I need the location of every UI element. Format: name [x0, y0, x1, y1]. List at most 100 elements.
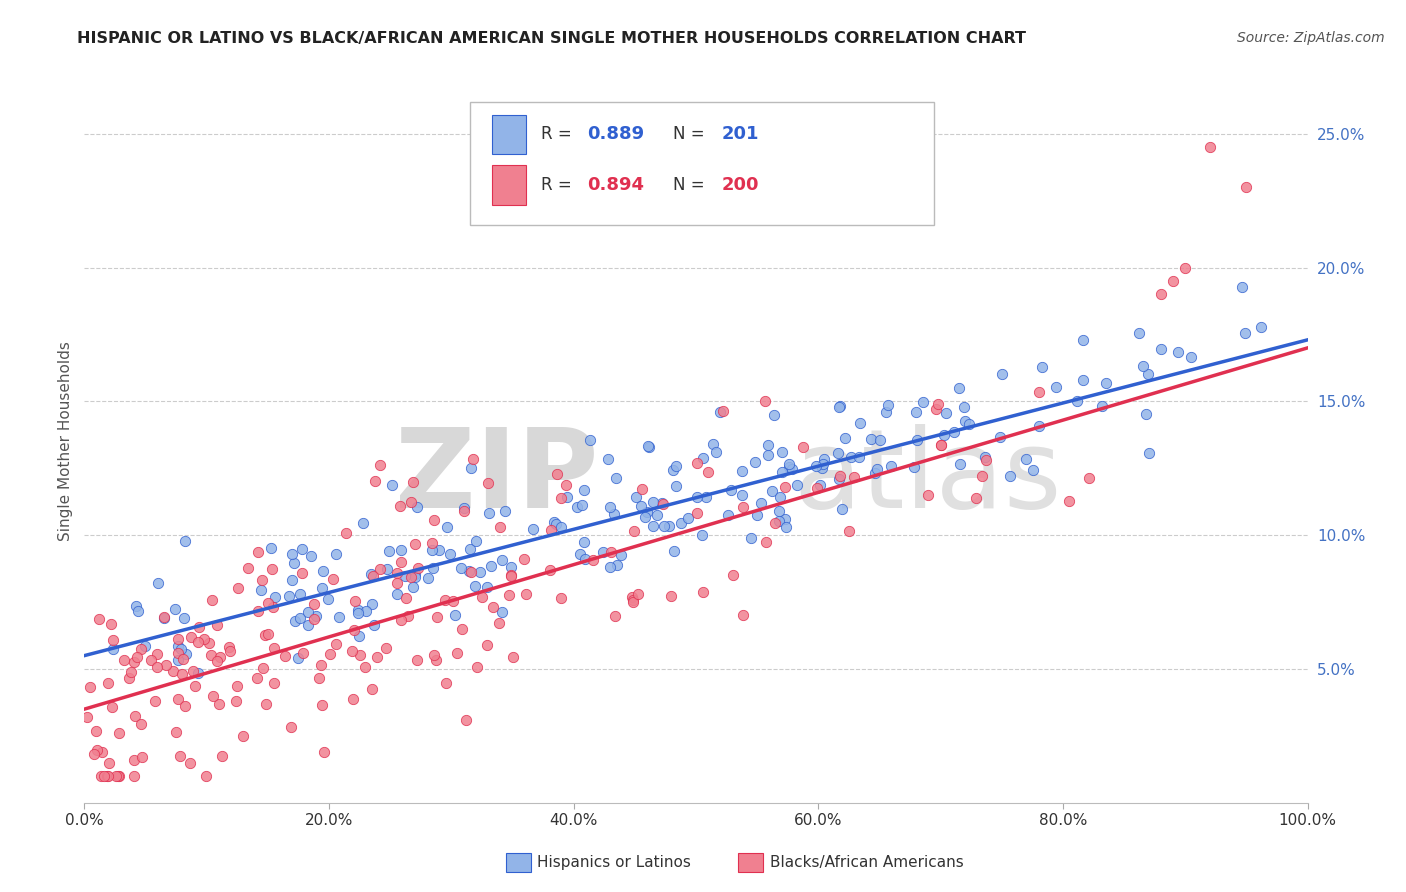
Point	[879, 459, 901, 474]
Point	[181, 665, 204, 679]
Point	[91, 745, 114, 759]
Point	[512, 552, 534, 566]
Point	[335, 525, 357, 540]
Point	[363, 475, 385, 489]
Text: N =: N =	[672, 126, 710, 144]
Point	[599, 559, 621, 574]
Point	[1180, 350, 1202, 364]
Point	[669, 516, 692, 531]
Point	[651, 497, 673, 511]
Point	[717, 508, 740, 522]
Point	[263, 640, 285, 655]
Point	[406, 653, 429, 667]
Point	[465, 534, 488, 549]
Point	[167, 692, 190, 706]
Point	[167, 632, 190, 647]
Point	[652, 519, 675, 533]
Point	[491, 553, 513, 567]
Point	[388, 500, 411, 514]
Point	[458, 565, 481, 579]
Point	[186, 666, 208, 681]
Point	[377, 544, 399, 558]
Point	[76, 709, 98, 723]
Text: 0.894: 0.894	[588, 176, 644, 194]
Point	[582, 553, 605, 567]
Point	[375, 641, 398, 656]
Point	[205, 617, 228, 632]
Point	[219, 644, 242, 658]
Point	[218, 640, 240, 655]
Point	[274, 648, 297, 663]
Point	[834, 431, 856, 445]
Point	[645, 508, 668, 523]
Point	[314, 745, 336, 759]
Text: Blacks/African Americans: Blacks/African Americans	[770, 855, 965, 870]
Point	[427, 543, 450, 558]
Text: 201: 201	[721, 126, 759, 144]
Point	[863, 467, 886, 481]
Point	[148, 575, 170, 590]
Point	[828, 400, 851, 414]
Point	[264, 590, 287, 604]
Point	[125, 599, 148, 614]
Point	[404, 537, 426, 551]
Point	[866, 462, 889, 476]
Point	[876, 398, 898, 412]
Point	[363, 618, 385, 632]
Point	[690, 528, 713, 542]
Point	[692, 585, 714, 599]
Point	[1078, 471, 1101, 485]
Point	[347, 603, 370, 617]
Point	[145, 660, 167, 674]
Point	[343, 624, 366, 638]
Point	[624, 490, 647, 504]
Point	[107, 725, 129, 739]
Point	[603, 507, 626, 521]
Point	[183, 679, 205, 693]
Point	[406, 500, 429, 514]
Point	[394, 569, 416, 583]
Point	[970, 469, 993, 483]
Point	[965, 491, 987, 505]
Point	[391, 613, 413, 627]
Point	[173, 698, 195, 713]
Point	[187, 635, 209, 649]
Point	[211, 749, 233, 764]
Point	[550, 491, 572, 505]
Point	[434, 675, 457, 690]
Point	[957, 417, 980, 432]
Point	[453, 501, 475, 516]
Point	[659, 590, 682, 604]
Point	[651, 495, 673, 509]
Point	[875, 405, 897, 419]
Point	[163, 601, 186, 615]
Point	[153, 610, 176, 624]
Point	[543, 515, 565, 529]
Point	[998, 469, 1021, 483]
Point	[347, 607, 370, 621]
Point	[165, 725, 187, 739]
Point	[120, 665, 142, 679]
Point	[1136, 368, 1159, 382]
Point	[952, 400, 974, 414]
Point	[107, 769, 129, 783]
Point	[399, 570, 422, 584]
Point	[353, 660, 375, 674]
Point	[949, 457, 972, 471]
Point	[122, 769, 145, 783]
Point	[498, 588, 520, 602]
Point	[225, 680, 247, 694]
Point	[79, 680, 101, 694]
Point	[907, 433, 929, 447]
Point	[838, 524, 860, 539]
Point	[173, 611, 195, 625]
Point	[929, 438, 952, 452]
Point	[461, 452, 484, 467]
Point	[780, 462, 803, 476]
Point	[1091, 399, 1114, 413]
Point	[991, 367, 1014, 381]
Point	[404, 570, 426, 584]
Point	[422, 536, 444, 550]
Point	[709, 404, 731, 418]
Point	[291, 566, 314, 580]
